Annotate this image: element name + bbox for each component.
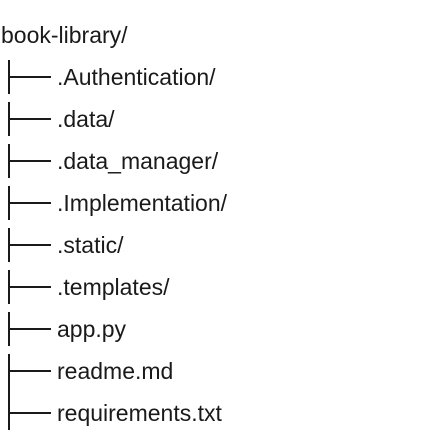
tree-item: app.py [0, 312, 420, 346]
tree-branch [8, 244, 51, 246]
tree-item: .static/ [0, 228, 420, 262]
tree-branch [8, 370, 51, 372]
tree-branch [8, 328, 51, 330]
folder-templates: .templates/ [57, 274, 170, 300]
tree-item: .data/ [0, 102, 420, 136]
folder-static: .static/ [57, 232, 124, 258]
folder-authentication: .Authentication/ [57, 64, 216, 90]
tree-item: .data_manager/ [0, 144, 420, 178]
tree-item: .Authentication/ [0, 60, 420, 94]
tree-item: .Implementation/ [0, 186, 420, 220]
tree-item: requirements.txt [0, 388, 420, 430]
folder-implementation: .Implementation/ [57, 190, 228, 216]
tree-branch [8, 160, 51, 162]
folder-data-manager: .data_manager/ [57, 148, 219, 174]
file-readme-md: readme.md [57, 358, 174, 384]
tree-connector [8, 388, 10, 430]
tree-branch [8, 412, 51, 414]
file-requirements-txt: requirements.txt [57, 400, 222, 426]
tree-item: .templates/ [0, 270, 420, 304]
tree-branch [8, 118, 51, 120]
file-app-py: app.py [57, 316, 127, 342]
root-folder: book-library/ [1, 22, 128, 48]
tree-branch [8, 76, 51, 78]
tree-branch [8, 286, 51, 288]
folder-data: .data/ [57, 106, 115, 132]
tree-item: readme.md [0, 354, 420, 388]
tree-branch [8, 202, 51, 204]
